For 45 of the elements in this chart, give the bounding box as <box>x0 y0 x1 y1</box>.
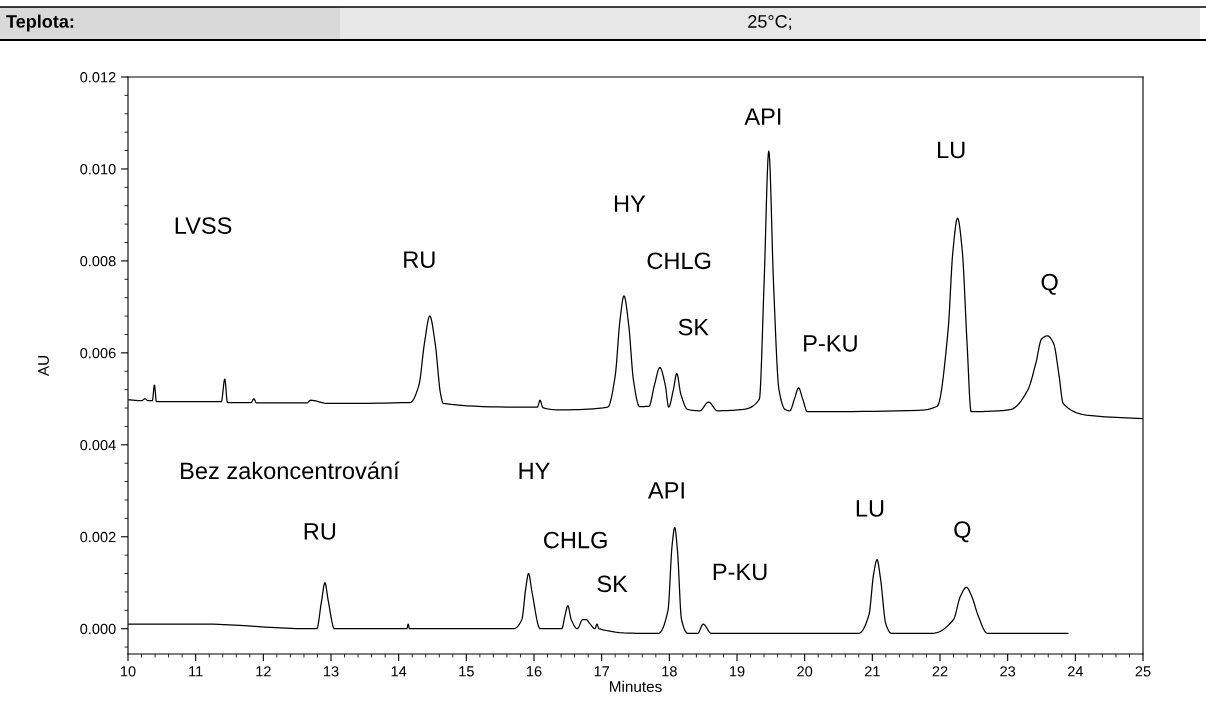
x-tick-label: 13 <box>324 666 339 677</box>
annotation: P-KU <box>804 335 857 352</box>
x-tick-label: 21 <box>864 666 880 677</box>
annotation: SK <box>678 318 709 336</box>
x-tick-label: 24 <box>1067 666 1084 677</box>
y-tick-label: 0.010 <box>80 164 116 175</box>
text: Teplota: <box>6 14 74 32</box>
x-tick-label: 23 <box>1000 666 1016 677</box>
y-tick-label: 0.012 <box>80 72 116 83</box>
x-tick-label: 11 <box>189 666 203 677</box>
y-tick-label: 0.000 <box>80 623 116 635</box>
x-tick-label: 15 <box>459 666 474 677</box>
y-tick-label: 0.004 <box>80 439 116 451</box>
annotation: RU <box>304 523 336 540</box>
annotation: LVSS <box>175 217 232 234</box>
x-axis-title: Minutes <box>610 680 662 693</box>
annotation: P-KU <box>713 563 767 581</box>
x-tick-label: 14 <box>391 666 407 677</box>
x-tick-label: 20 <box>797 666 813 677</box>
x-tick-label: 25 <box>1135 666 1151 677</box>
annotation: LU <box>856 500 884 517</box>
y-tick-label: 0.006 <box>80 347 116 359</box>
annotation: Bez zakoncentrování <box>181 461 400 480</box>
x-tick-label: 16 <box>527 666 542 677</box>
annotation: API <box>647 482 684 499</box>
x-tick-label: 18 <box>662 666 677 677</box>
annotation: API <box>744 108 781 125</box>
annotation: SK <box>597 575 628 593</box>
annotation: Q <box>954 521 971 543</box>
y-tick-label: 0.008 <box>80 256 116 267</box>
x-tick-label: 19 <box>730 666 745 677</box>
y-tick-label: 0.002 <box>80 531 116 543</box>
annotation: CHLG <box>647 252 711 270</box>
annotation: HY <box>519 462 550 479</box>
annotation: Q <box>1041 273 1058 295</box>
annotation: CHLG <box>544 531 607 549</box>
x-tick-label: 12 <box>256 666 271 677</box>
annotation: RU <box>404 251 435 268</box>
y-axis-title: AU <box>38 356 49 377</box>
x-tick-label: 10 <box>121 666 136 677</box>
x-tick-label: 17 <box>594 666 610 677</box>
x-tick-label: 22 <box>932 666 948 677</box>
text: 25°C; <box>748 15 792 30</box>
annotation: LU <box>938 141 965 159</box>
annotation: HY <box>614 195 646 212</box>
